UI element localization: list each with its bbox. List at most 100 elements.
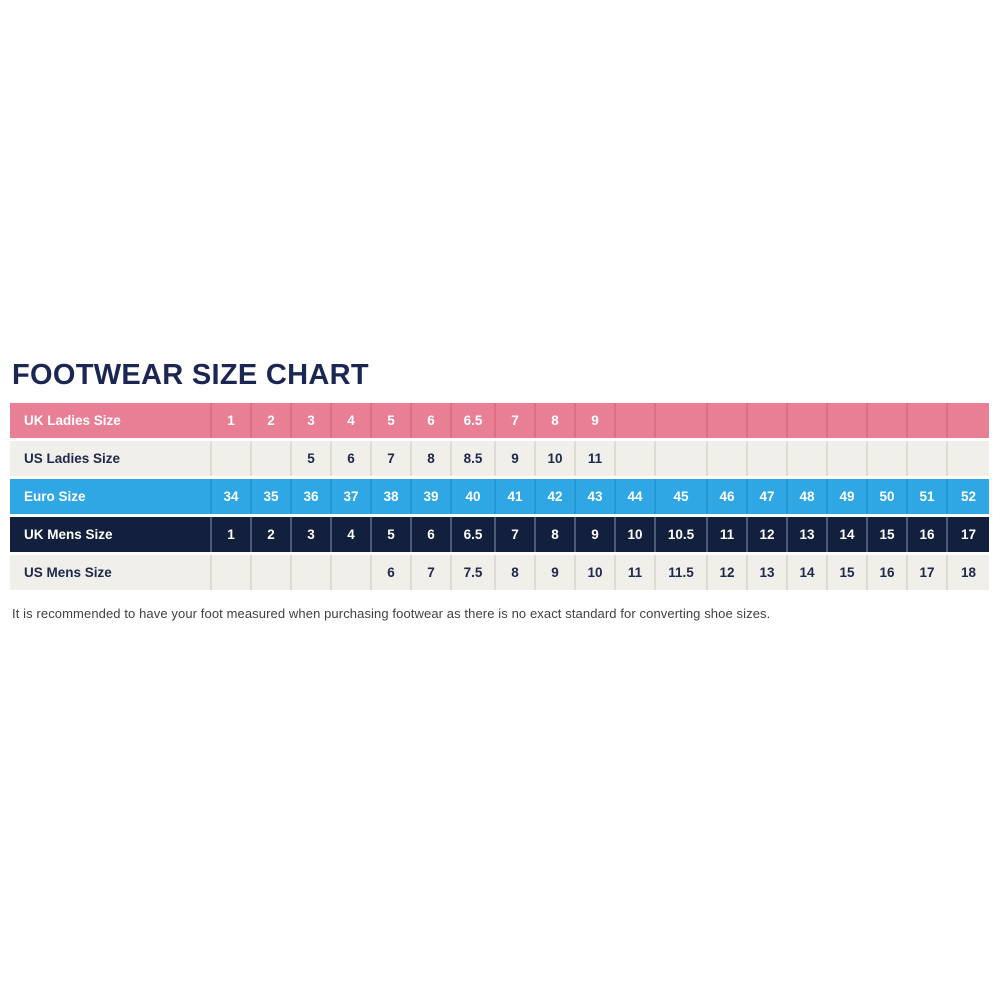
size-cell: 6 xyxy=(411,515,452,556)
size-cell: 3 xyxy=(291,403,332,442)
size-cell: 43 xyxy=(575,477,616,518)
size-cell xyxy=(707,439,748,480)
size-cell: 8 xyxy=(535,403,576,442)
row-label: Euro Size xyxy=(10,477,212,518)
size-cell: 9 xyxy=(575,403,616,442)
size-cell xyxy=(211,439,252,480)
page-title: FOOTWEAR SIZE CHART xyxy=(12,359,369,391)
size-cell xyxy=(707,403,748,442)
size-cell xyxy=(615,403,656,442)
size-cell: 17 xyxy=(947,515,989,556)
size-cell xyxy=(655,403,708,442)
size-cell: 36 xyxy=(291,477,332,518)
size-cell: 9 xyxy=(535,553,576,591)
size-cell: 13 xyxy=(787,515,828,556)
size-cell: 49 xyxy=(827,477,868,518)
size-cell: 4 xyxy=(331,515,372,556)
size-cell: 5 xyxy=(371,515,412,556)
size-cell xyxy=(947,439,989,480)
size-cell: 9 xyxy=(495,439,536,480)
size-cell: 7 xyxy=(495,403,536,442)
size-cell: 34 xyxy=(211,477,252,518)
size-cell: 42 xyxy=(535,477,576,518)
size-cell xyxy=(655,439,708,480)
size-cell: 18 xyxy=(947,553,989,591)
size-cell: 16 xyxy=(867,553,908,591)
size-cell: 6 xyxy=(411,403,452,442)
size-cell: 3 xyxy=(291,515,332,556)
size-cell: 52 xyxy=(947,477,989,518)
size-cell xyxy=(291,553,332,591)
size-cell: 15 xyxy=(827,553,868,591)
size-cell: 2 xyxy=(251,403,292,442)
size-cell: 8.5 xyxy=(451,439,496,480)
size-cell: 40 xyxy=(451,477,496,518)
size-cell: 1 xyxy=(211,403,252,442)
size-cell xyxy=(947,403,989,442)
size-cell xyxy=(867,439,908,480)
size-cell: 46 xyxy=(707,477,748,518)
size-cell: 41 xyxy=(495,477,536,518)
footnote: It is recommended to have your foot meas… xyxy=(12,606,771,622)
size-cell: 10 xyxy=(575,553,616,591)
size-chart-table: UK Ladies Size 1 2 3 4 5 6 6.5 7 8 9 US Ladies Size… xyxy=(10,403,989,591)
size-cell: 9 xyxy=(575,515,616,556)
table-row: Euro Size 34 35 36 37 38 39 40 41 42 43 44 45 46 47 48 4… xyxy=(10,477,989,518)
size-cell: 14 xyxy=(787,553,828,591)
size-cell: 1 xyxy=(211,515,252,556)
size-cell xyxy=(747,439,788,480)
size-cell: 4 xyxy=(331,403,372,442)
table-row: UK Ladies Size 1 2 3 4 5 6 6.5 7 8 9 xyxy=(10,403,989,442)
size-cell xyxy=(867,403,908,442)
size-cell xyxy=(747,403,788,442)
size-cell: 39 xyxy=(411,477,452,518)
size-cell: 12 xyxy=(747,515,788,556)
size-cell: 45 xyxy=(655,477,708,518)
size-cell: 7.5 xyxy=(451,553,496,591)
size-cell xyxy=(907,439,948,480)
size-cell: 5 xyxy=(291,439,332,480)
row-label: UK Ladies Size xyxy=(10,403,212,442)
size-cell: 11 xyxy=(707,515,748,556)
size-cell: 10.5 xyxy=(655,515,708,556)
size-cell: 12 xyxy=(707,553,748,591)
size-cell: 6.5 xyxy=(451,515,496,556)
size-cell: 11.5 xyxy=(655,553,708,591)
size-cell xyxy=(331,553,372,591)
size-cell xyxy=(615,439,656,480)
size-cell: 8 xyxy=(411,439,452,480)
size-cell xyxy=(251,439,292,480)
size-cell: 10 xyxy=(615,515,656,556)
size-cell xyxy=(211,553,252,591)
size-cell: 7 xyxy=(411,553,452,591)
size-cell xyxy=(907,403,948,442)
size-cell: 11 xyxy=(615,553,656,591)
size-cell: 44 xyxy=(615,477,656,518)
size-cell: 11 xyxy=(575,439,616,480)
size-cell: 37 xyxy=(331,477,372,518)
size-cell: 8 xyxy=(535,515,576,556)
size-cell: 6 xyxy=(331,439,372,480)
row-label: US Mens Size xyxy=(10,553,212,591)
size-cell: 48 xyxy=(787,477,828,518)
size-cell: 17 xyxy=(907,553,948,591)
row-label: US Ladies Size xyxy=(10,439,212,480)
size-cell xyxy=(251,553,292,591)
size-cell: 38 xyxy=(371,477,412,518)
size-cell xyxy=(827,403,868,442)
size-cell: 7 xyxy=(371,439,412,480)
table-row: US Mens Size 6 7 7.5 8 9 10 11 11.5 12 13 14 15 16 17 1… xyxy=(10,553,989,591)
size-cell: 16 xyxy=(907,515,948,556)
size-cell: 10 xyxy=(535,439,576,480)
row-label: UK Mens Size xyxy=(10,515,212,556)
size-cell: 50 xyxy=(867,477,908,518)
size-cell: 5 xyxy=(371,403,412,442)
size-chart-body: UK Ladies Size 1 2 3 4 5 6 6.5 7 8 9 US Ladies Size… xyxy=(10,403,989,591)
size-cell: 15 xyxy=(867,515,908,556)
size-cell: 13 xyxy=(747,553,788,591)
table-row: US Ladies Size 5 6 7 8 8.5 9 10 11 xyxy=(10,439,989,480)
size-cell: 8 xyxy=(495,553,536,591)
size-cell: 7 xyxy=(495,515,536,556)
size-cell xyxy=(827,439,868,480)
